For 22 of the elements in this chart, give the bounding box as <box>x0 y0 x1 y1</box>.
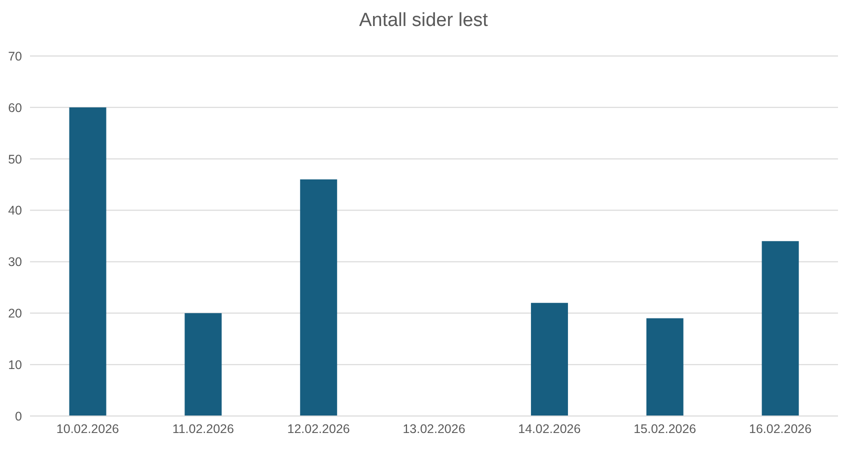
y-tick-label: 30 <box>8 255 22 270</box>
y-tick-label: 40 <box>8 204 22 218</box>
x-tick-label: 12.02.2026 <box>287 422 350 436</box>
x-tick-label: 16.02.2026 <box>749 422 812 436</box>
y-tick-label: 0 <box>15 409 22 424</box>
bar <box>530 302 568 416</box>
y-tick-label: 60 <box>8 100 22 115</box>
x-tick-label: 14.02.2026 <box>518 422 581 436</box>
x-tick-label: 11.02.2026 <box>172 422 234 436</box>
y-tick-label: 50 <box>8 152 22 166</box>
bar <box>646 318 684 416</box>
x-tick-label: 10.02.2026 <box>56 422 120 436</box>
chart-title: Antall sider lest <box>358 10 489 32</box>
bar <box>184 313 222 416</box>
x-tick-label: 13.02.2026 <box>402 422 466 436</box>
bar <box>762 241 799 416</box>
y-tick-label: 70 <box>8 49 22 64</box>
y-tick-label: 20 <box>8 306 22 321</box>
x-tick-label: 15.02.2026 <box>634 422 696 436</box>
bar <box>300 179 338 416</box>
y-tick-label: 10 <box>8 358 22 372</box>
bar <box>69 107 106 416</box>
